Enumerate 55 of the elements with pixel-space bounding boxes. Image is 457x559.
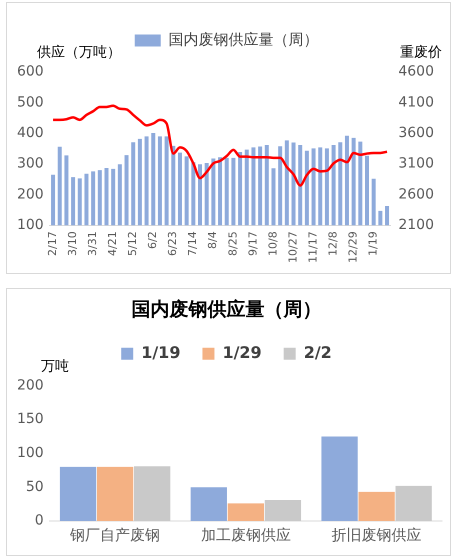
y-tick-label: 500	[16, 94, 44, 110]
bar	[60, 466, 96, 521]
y2-tick-label: 2600	[398, 186, 434, 202]
x-tick-label: 加工废钢供应	[200, 526, 291, 544]
y-tick-label: 200	[16, 186, 44, 202]
line-series	[52, 104, 388, 187]
bar	[96, 466, 134, 521]
x-tick-label: 6/23	[166, 231, 180, 256]
y2-axis-title: 重废价	[400, 44, 442, 61]
y2-tick-label: 3600	[398, 124, 434, 141]
bar	[134, 466, 170, 521]
bar	[358, 492, 395, 521]
y2-tick-label: 3100	[398, 156, 434, 172]
legend-label: 1/29	[222, 342, 262, 362]
legend-label: 1/19	[141, 342, 180, 362]
y-axis-title: 供应（万吨）	[37, 44, 121, 61]
y2-tick-label: 4600	[398, 64, 434, 80]
y-tick-label: 100	[16, 216, 44, 233]
y-tick-label: 0	[34, 512, 44, 529]
x-tick-label: 10/27	[286, 231, 300, 264]
y-tick-label: 50	[26, 478, 44, 495]
legend-label: 2/2	[304, 342, 332, 362]
x-tick-label: 4/21	[106, 231, 120, 256]
x-tick-label: 10/8	[266, 231, 280, 256]
x-tick-label: 3/31	[86, 231, 99, 256]
bar	[190, 487, 227, 521]
chart-title: 国内废钢供应量（周）	[132, 298, 322, 320]
x-tick-label: 8/25	[226, 231, 240, 256]
x-tick-label: 2/17	[46, 231, 59, 256]
x-tick-label: 1/19	[366, 231, 380, 256]
x-tick-label: 9/17	[246, 231, 260, 256]
bar	[321, 436, 358, 521]
y-tick-label: 300	[16, 156, 44, 172]
bar	[264, 500, 302, 521]
y-tick-label: 150	[16, 411, 44, 428]
legend-label: 国内废钢供应量（周）	[168, 30, 318, 48]
x-tick-label: 3/10	[66, 231, 79, 256]
x-tick-label: 8/4	[206, 231, 220, 250]
y-tick-label: 100	[16, 445, 44, 462]
x-tick-label: 钢厂自产废钢	[69, 526, 160, 544]
x-tick-label: 7/14	[186, 231, 200, 256]
y-tick-label: 400	[16, 124, 44, 141]
y-tick-label: 600	[16, 64, 44, 80]
bar	[396, 486, 432, 521]
y2-tick-label: 4100	[398, 94, 434, 110]
y2-tick-label: 2100	[398, 216, 434, 233]
x-tick-label: 5/12	[126, 231, 140, 256]
x-tick-label: 12/8	[326, 231, 340, 256]
x-tick-label: 11/17	[306, 231, 320, 264]
x-tick-label: 12/29	[346, 231, 360, 264]
bar	[228, 503, 264, 521]
x-tick-label: 折旧废钢供应	[332, 526, 422, 544]
y-tick-label: 200	[16, 377, 44, 394]
x-tick-label: 6/2	[146, 231, 160, 250]
y-axis-title: 万吨	[41, 358, 69, 374]
